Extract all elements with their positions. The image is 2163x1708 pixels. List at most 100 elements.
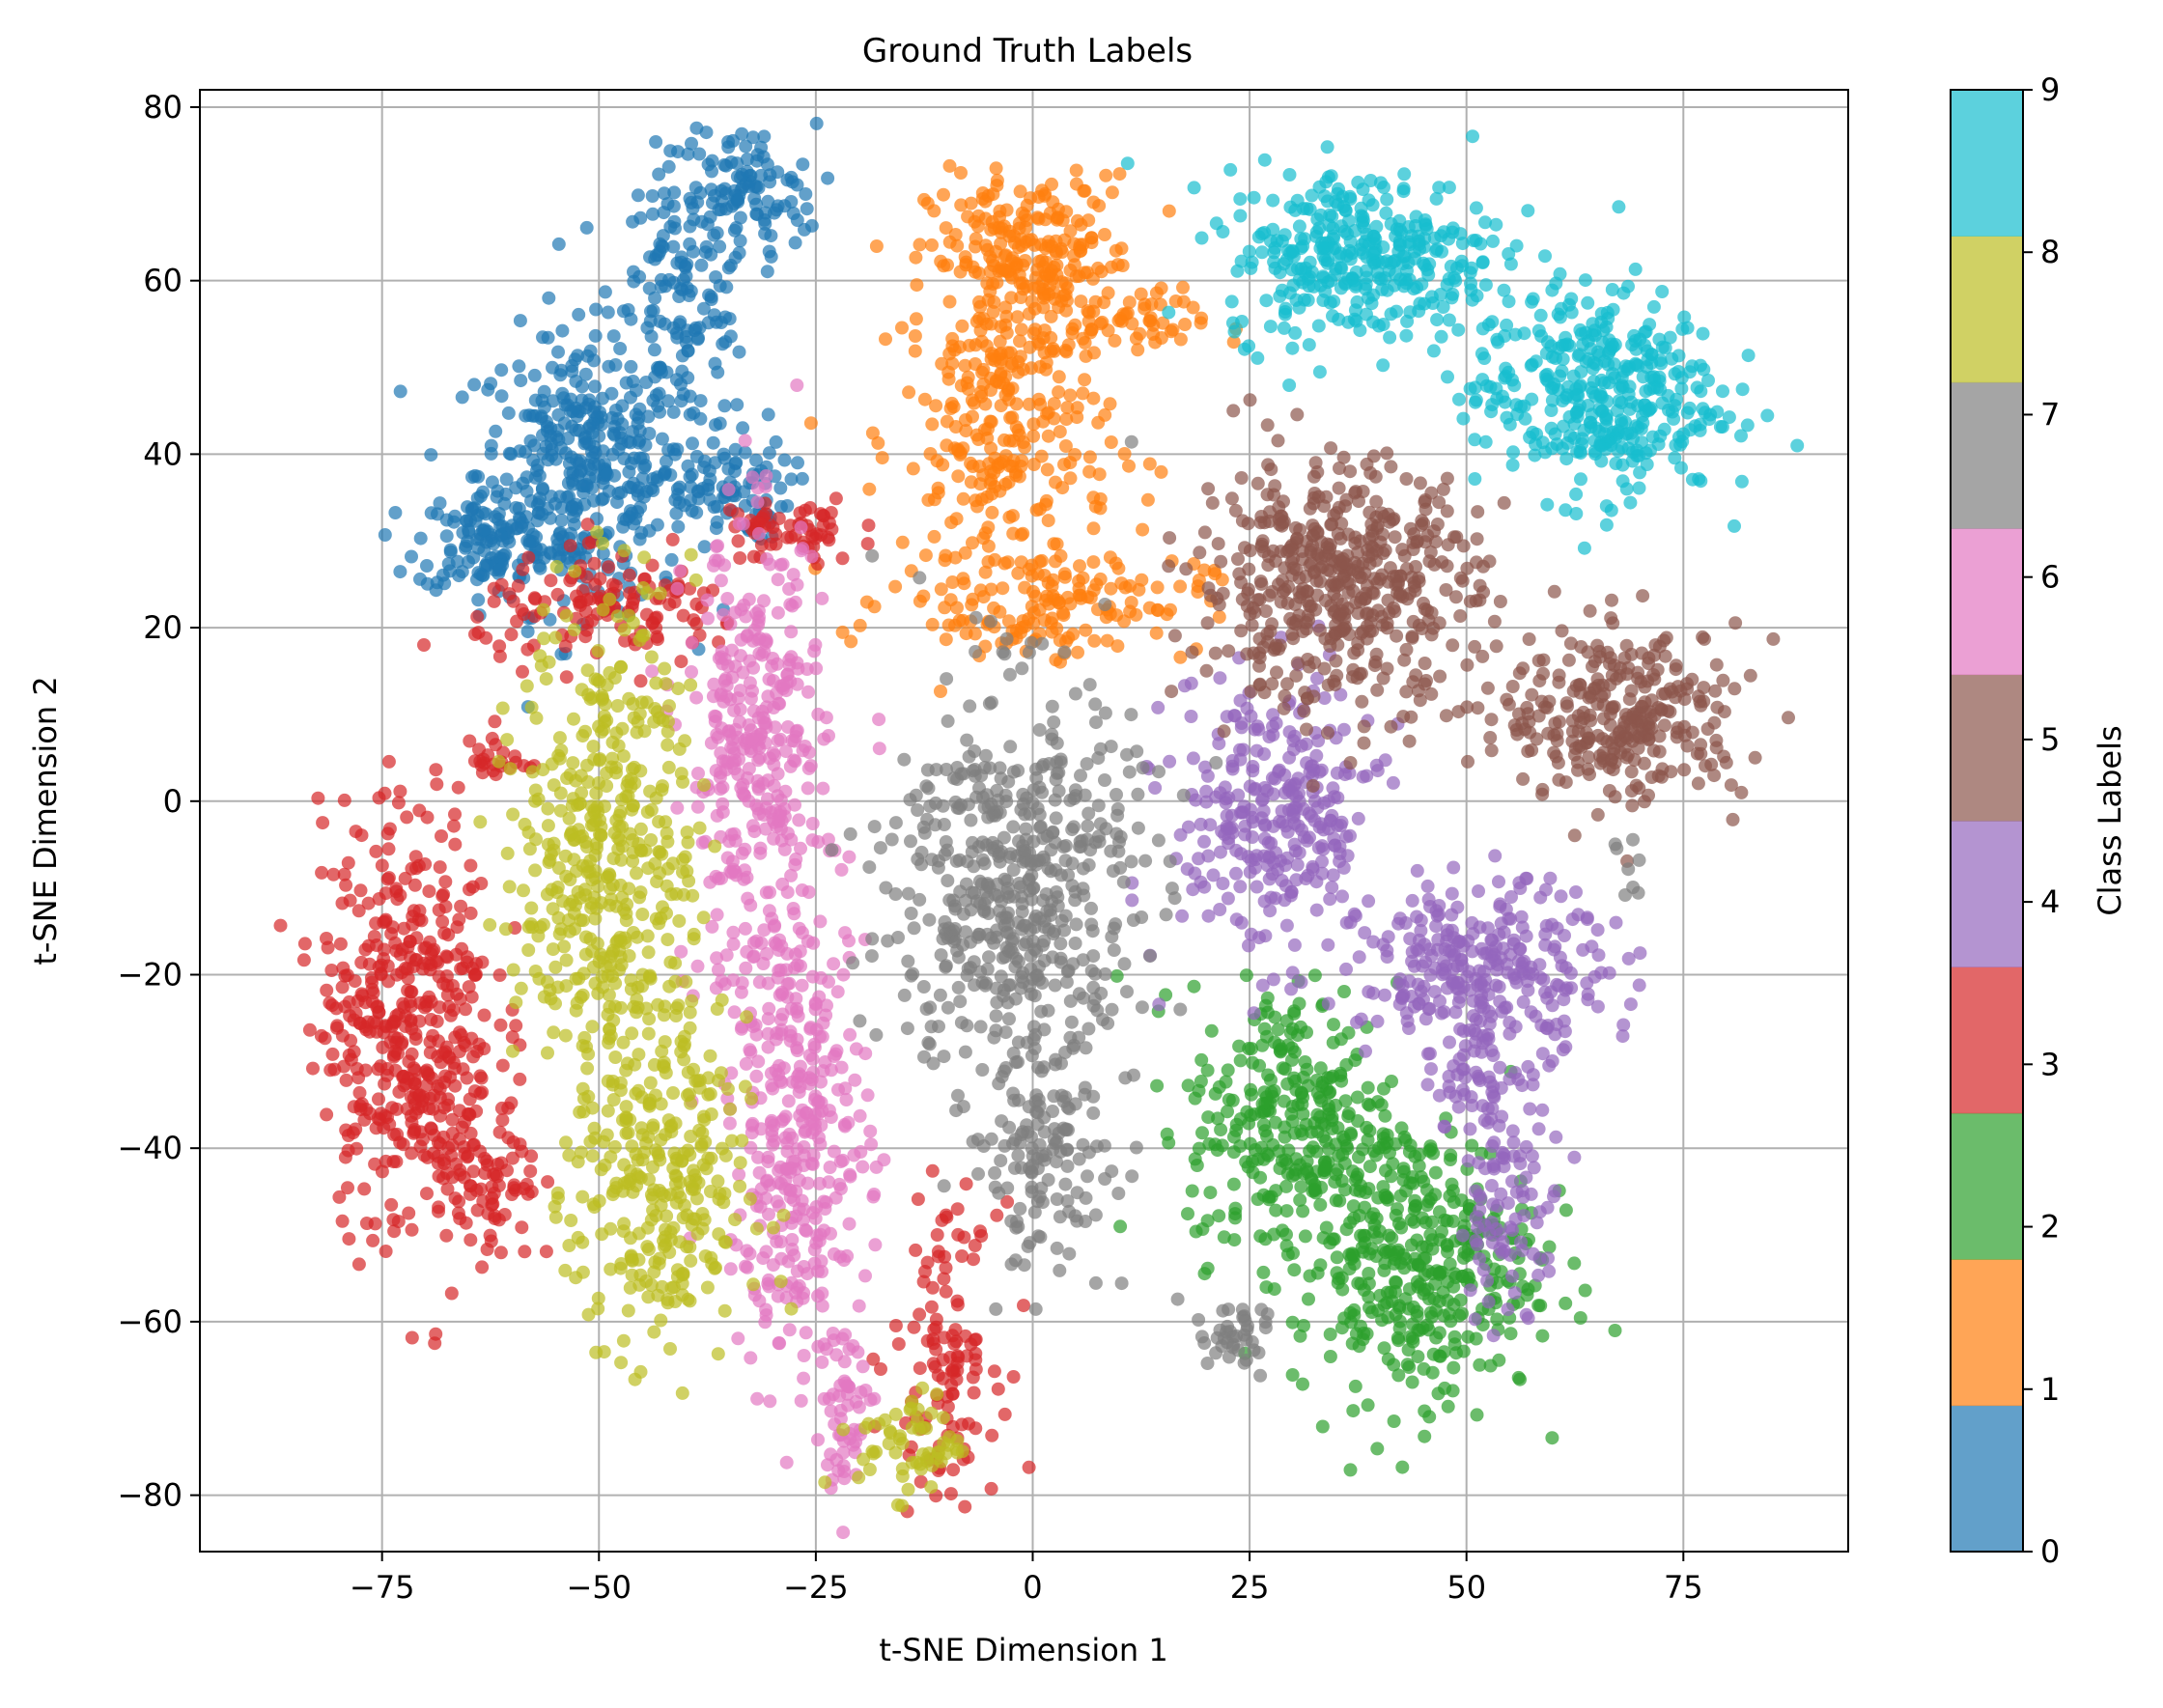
data-point [1111,258,1125,271]
data-point [940,632,953,646]
data-point [805,529,819,543]
data-point [1059,288,1073,301]
data-point [1333,482,1346,495]
data-point [937,1372,950,1386]
data-point [445,1287,459,1301]
data-point [1531,1216,1544,1229]
data-point [1313,1258,1327,1272]
data-point [1263,872,1277,885]
data-point [481,559,494,573]
data-point [464,514,477,527]
data-point [1305,556,1318,570]
data-point [1441,472,1454,486]
data-point [758,716,772,730]
data-point [919,548,933,562]
data-point [1242,1042,1255,1055]
data-point [1023,307,1036,321]
data-point [1087,583,1101,597]
data-point [1478,1218,1492,1232]
data-point [1026,585,1040,599]
data-point [1344,1463,1358,1476]
data-point [1209,1087,1222,1101]
data-point [522,537,536,550]
data-point [1422,1002,1436,1016]
data-point [609,404,623,417]
data-point [958,1500,971,1514]
data-point [1281,580,1295,594]
data-point [1490,639,1503,653]
data-point [436,1171,450,1185]
data-point [831,985,845,998]
data-point [1322,795,1335,808]
data-point [1452,1101,1466,1114]
data-point [926,1164,940,1178]
data-point [306,1062,320,1076]
data-point [715,687,728,701]
data-point [1302,869,1315,882]
data-point [962,371,975,384]
data-point [547,394,560,407]
data-point [1023,234,1036,247]
data-point [1417,517,1430,530]
data-point [501,531,515,545]
data-point [382,842,396,855]
data-point [1214,555,1227,569]
data-point [1535,1330,1549,1343]
data-point [438,875,452,888]
data-point [476,506,490,519]
data-point [1317,1163,1331,1177]
data-point [1033,502,1047,516]
data-point [1099,169,1112,182]
data-point [1397,654,1411,667]
data-point [1582,988,1595,1001]
data-point [353,1086,367,1100]
data-point [493,1126,507,1139]
data-point [542,331,555,345]
data-point [1289,873,1303,886]
data-point [711,908,724,921]
data-point [946,1463,960,1476]
data-point [1053,597,1066,610]
data-point [1574,1311,1587,1325]
data-point [409,953,423,966]
data-point [1548,939,1561,953]
data-point [1337,985,1351,998]
data-point [543,546,556,559]
data-point [872,713,885,726]
data-point [966,410,979,424]
data-point [1187,301,1200,315]
data-point [1678,692,1692,706]
data-point [1007,454,1021,467]
data-point [876,451,889,464]
data-point [1671,721,1685,735]
data-point [320,984,333,997]
data-point [1471,505,1484,518]
data-point [442,557,456,571]
data-point [323,996,336,1010]
data-point [1269,891,1282,905]
data-point [1464,1283,1477,1297]
data-point [379,886,393,900]
data-point [950,1373,964,1386]
data-point [1555,889,1568,903]
data-point [1161,1128,1174,1141]
data-point [1385,720,1398,734]
data-point [1288,938,1302,952]
data-point [1308,1183,1322,1196]
data-point [1181,862,1194,876]
data-point [1042,406,1055,419]
data-point [1362,985,1375,998]
data-point [389,1009,403,1022]
data-point [524,1149,538,1162]
data-point [711,366,724,379]
data-point [1540,1022,1554,1035]
data-point [773,733,787,746]
data-point [1262,851,1276,864]
data-point [907,462,920,475]
data-point [1032,393,1046,406]
data-point [1324,441,1337,455]
data-point [319,1031,332,1045]
data-point [443,1051,457,1065]
data-point [768,207,781,220]
data-point [560,670,574,684]
